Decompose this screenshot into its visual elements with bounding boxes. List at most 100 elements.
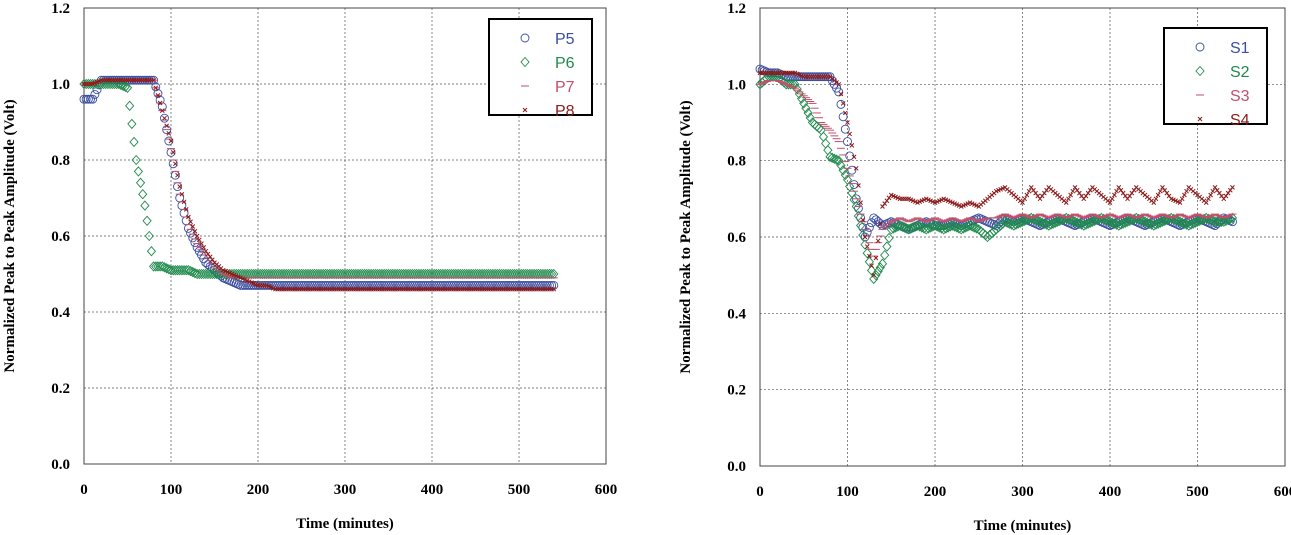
data-point-P6 bbox=[370, 268, 381, 280]
data-point-P6 bbox=[122, 82, 133, 93]
data-point-P6 bbox=[172, 265, 183, 276]
data-point-P5 bbox=[164, 136, 174, 146]
data-point-S2 bbox=[906, 223, 916, 234]
data-point-S2 bbox=[1068, 215, 1078, 226]
y-axis-label: Normalized Peak to Peak Amplitude (Volt) bbox=[678, 100, 694, 373]
data-point-P6 bbox=[440, 268, 450, 280]
data-point-P6 bbox=[159, 262, 170, 273]
data-point-S2 bbox=[1219, 216, 1229, 227]
data-point-S2 bbox=[873, 266, 883, 277]
data-point-S2 bbox=[871, 269, 881, 281]
data-point-P6 bbox=[464, 268, 474, 280]
data-point-P6 bbox=[466, 268, 476, 280]
data-point-S2 bbox=[998, 218, 1008, 229]
data-point-P6 bbox=[407, 268, 418, 280]
data-point-S2 bbox=[786, 79, 796, 90]
data-point-S4 bbox=[849, 143, 855, 148]
y-tick-label: 0.4 bbox=[727, 306, 746, 322]
data-point-P6 bbox=[125, 100, 135, 112]
data-point-S2 bbox=[829, 153, 839, 164]
data-point-S4 bbox=[851, 154, 857, 160]
data-point-P6 bbox=[242, 268, 252, 280]
data-point-P6 bbox=[229, 268, 239, 280]
data-point-P6 bbox=[305, 268, 315, 280]
series-P7 bbox=[80, 79, 558, 279]
data-point-P6 bbox=[199, 268, 209, 280]
data-point-P6 bbox=[296, 268, 307, 280]
data-point-P8 bbox=[196, 237, 202, 243]
data-point-S2 bbox=[952, 222, 962, 233]
data-point-P6 bbox=[423, 268, 433, 280]
data-point-S2 bbox=[930, 220, 940, 231]
x-tick-label: 100 bbox=[160, 482, 183, 498]
data-point-P5 bbox=[79, 94, 89, 104]
x-tick-label: 200 bbox=[247, 482, 270, 498]
data-point-S2 bbox=[1033, 215, 1043, 226]
data-point-S2 bbox=[803, 107, 813, 119]
chart-panel-1: 0 100 200 300 400 500 600 0.0 0.2 0.4 0.6 0.8 1.0 1.2… bbox=[2, 1, 617, 532]
data-point-P5 bbox=[88, 94, 98, 104]
data-point-P5 bbox=[190, 238, 200, 248]
data-point-S4 bbox=[862, 234, 868, 240]
data-point-P6 bbox=[479, 268, 489, 280]
data-point-P6 bbox=[203, 268, 213, 280]
data-point-P6 bbox=[446, 268, 457, 280]
y-tick-label: 0.0 bbox=[51, 457, 70, 473]
data-point-P6 bbox=[127, 118, 137, 130]
data-point-S2 bbox=[1083, 218, 1093, 229]
legend-label-P7: P7 bbox=[555, 79, 575, 96]
data-point-S2 bbox=[1188, 218, 1198, 229]
data-point-S1 bbox=[838, 112, 848, 122]
data-point-P5 bbox=[90, 89, 100, 99]
data-point-P6 bbox=[394, 268, 404, 280]
data-point-S2 bbox=[1037, 217, 1047, 228]
data-point-S2 bbox=[768, 71, 778, 82]
data-point-S4 bbox=[1155, 192, 1161, 198]
data-point-P8 bbox=[151, 77, 156, 83]
legend-label-P8: P8 bbox=[555, 103, 575, 120]
data-point-S2 bbox=[1013, 218, 1023, 229]
data-point-S4 bbox=[1151, 200, 1157, 206]
data-point-P6 bbox=[468, 268, 478, 280]
data-point-P6 bbox=[518, 268, 528, 280]
data-point-S1 bbox=[836, 99, 846, 109]
data-point-P6 bbox=[331, 268, 341, 280]
data-point-P6 bbox=[477, 268, 487, 280]
data-point-P6 bbox=[416, 268, 426, 280]
data-point-P6 bbox=[244, 268, 254, 280]
data-point-P6 bbox=[196, 268, 207, 280]
data-point-S4 bbox=[877, 221, 883, 226]
data-point-P6 bbox=[340, 268, 350, 280]
x-tick-label: 400 bbox=[421, 482, 444, 498]
data-point-S2 bbox=[884, 232, 894, 244]
data-point-P6 bbox=[246, 268, 257, 280]
data-point-S2 bbox=[1087, 216, 1098, 227]
data-point-P6 bbox=[312, 268, 322, 280]
data-point-S2 bbox=[1114, 220, 1124, 231]
data-point-P6 bbox=[179, 265, 189, 276]
data-point-P6 bbox=[396, 268, 407, 280]
data-point-S2 bbox=[1184, 220, 1194, 231]
data-point-P6 bbox=[544, 268, 555, 280]
data-point-S1 bbox=[840, 124, 850, 134]
data-point-S2 bbox=[895, 220, 905, 231]
data-point-P6 bbox=[325, 268, 335, 280]
x-tick-label: 500 bbox=[1186, 484, 1209, 500]
data-point-S2 bbox=[1186, 219, 1196, 230]
x-tick-label: 0 bbox=[756, 484, 764, 500]
data-point-P6 bbox=[283, 268, 294, 280]
data-point-P6 bbox=[194, 268, 204, 280]
data-point-P8 bbox=[551, 286, 557, 292]
data-point-P6 bbox=[240, 268, 250, 280]
data-point-S4 bbox=[840, 101, 846, 106]
data-point-P6 bbox=[401, 268, 411, 280]
series-P6 bbox=[79, 78, 559, 280]
data-point-S2 bbox=[1009, 220, 1019, 231]
data-point-P6 bbox=[192, 268, 202, 280]
data-point-S2 bbox=[969, 222, 979, 233]
data-point-S4 bbox=[1070, 188, 1076, 194]
data-point-S2 bbox=[1017, 216, 1028, 227]
data-point-P6 bbox=[540, 268, 550, 280]
data-point-P6 bbox=[414, 268, 424, 280]
data-point-S2 bbox=[836, 160, 846, 171]
